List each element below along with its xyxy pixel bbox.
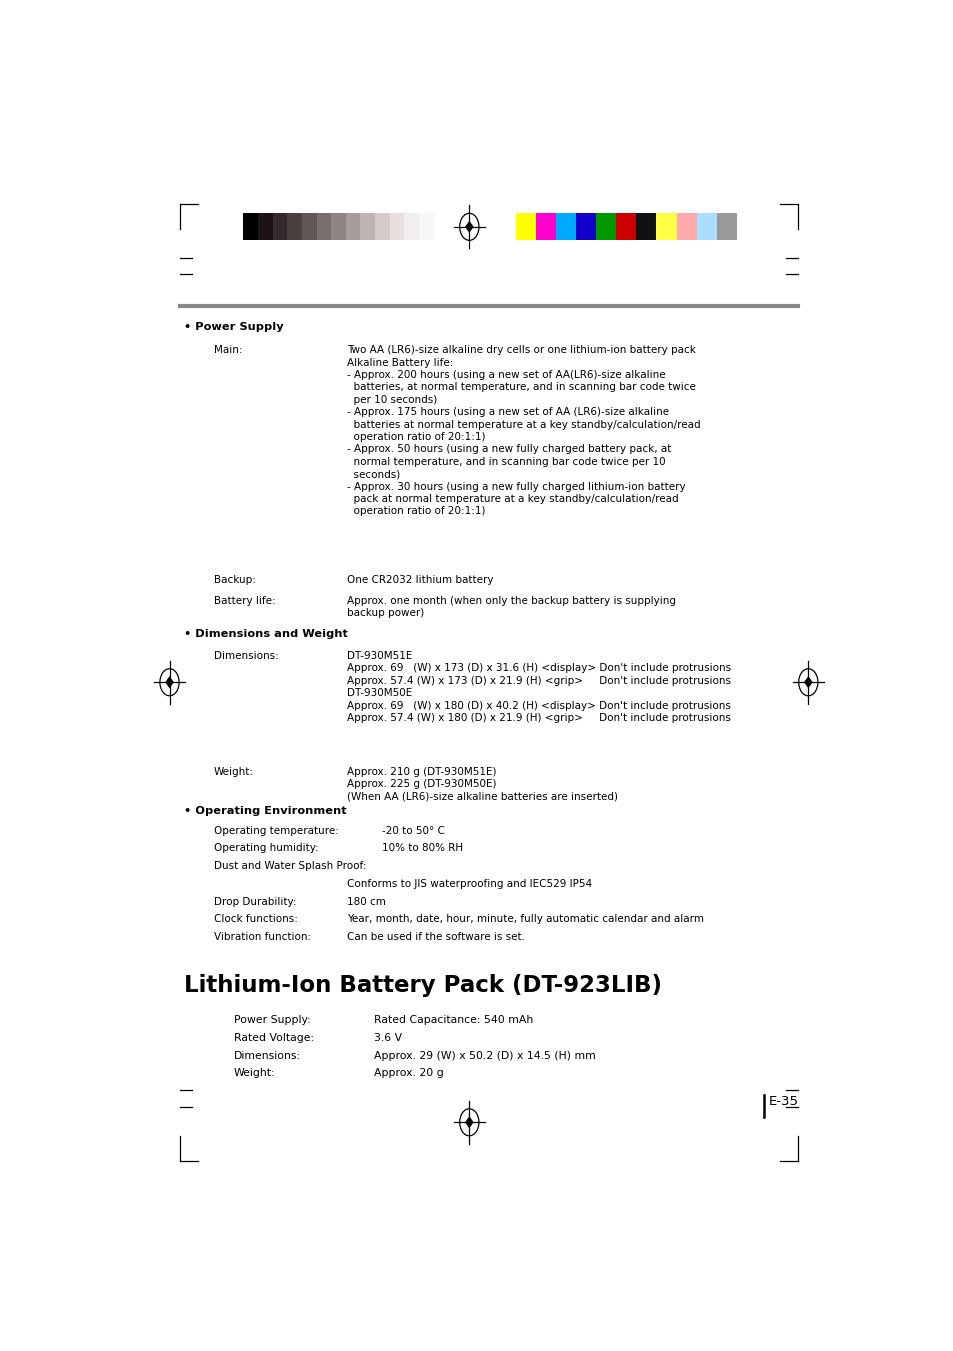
- Text: Power Supply:: Power Supply:: [233, 1015, 311, 1025]
- Bar: [616, 213, 636, 239]
- Bar: [287, 213, 302, 239]
- Polygon shape: [803, 676, 812, 689]
- Text: Approx. 29 (W) x 50.2 (D) x 14.5 (H) mm: Approx. 29 (W) x 50.2 (D) x 14.5 (H) mm: [374, 1051, 596, 1061]
- Bar: [596, 213, 616, 239]
- Bar: [404, 213, 418, 239]
- Bar: [516, 213, 536, 239]
- Text: Operating humidity:: Operating humidity:: [213, 843, 318, 854]
- Text: Approx. 20 g: Approx. 20 g: [374, 1069, 443, 1078]
- Bar: [243, 213, 258, 239]
- Bar: [434, 213, 448, 239]
- Bar: [302, 213, 316, 239]
- Text: E-35: E-35: [767, 1096, 798, 1108]
- Bar: [346, 213, 360, 239]
- Bar: [576, 213, 596, 239]
- Text: 3.6 V: 3.6 V: [374, 1032, 402, 1043]
- Bar: [536, 213, 556, 239]
- Bar: [360, 213, 375, 239]
- Bar: [636, 213, 656, 239]
- Text: Lithium-Ion Battery Pack (DT-923LIB): Lithium-Ion Battery Pack (DT-923LIB): [184, 974, 661, 997]
- Text: • Power Supply: • Power Supply: [184, 323, 284, 332]
- Polygon shape: [464, 1116, 473, 1128]
- Text: Can be used if the software is set.: Can be used if the software is set.: [347, 932, 524, 942]
- Bar: [696, 213, 716, 239]
- Bar: [375, 213, 390, 239]
- Text: 180 cm: 180 cm: [347, 897, 385, 907]
- Text: • Dimensions and Weight: • Dimensions and Weight: [184, 630, 348, 639]
- Text: Approx. one month (when only the backup battery is supplying
backup power): Approx. one month (when only the backup …: [347, 596, 676, 619]
- Text: Main:: Main:: [213, 346, 242, 355]
- Text: Weight:: Weight:: [213, 766, 253, 777]
- Bar: [418, 213, 434, 239]
- Text: Year, month, date, hour, minute, fully automatic calendar and alarm: Year, month, date, hour, minute, fully a…: [347, 915, 703, 924]
- Bar: [656, 213, 676, 239]
- Text: -20 to 50° C: -20 to 50° C: [381, 825, 444, 836]
- Bar: [676, 213, 696, 239]
- Text: 10% to 80% RH: 10% to 80% RH: [381, 843, 462, 854]
- Text: • Operating Environment: • Operating Environment: [184, 807, 347, 816]
- Text: Two AA (LR6)-size alkaline dry cells or one lithium-ion battery pack
Alkaline Ba: Two AA (LR6)-size alkaline dry cells or …: [347, 346, 700, 516]
- Text: Dimensions:: Dimensions:: [213, 651, 278, 661]
- Bar: [316, 213, 331, 239]
- Text: Conforms to JIS waterproofing and IEC529 IP54: Conforms to JIS waterproofing and IEC529…: [347, 880, 592, 889]
- Text: Dust and Water Splash Proof:: Dust and Water Splash Proof:: [213, 861, 366, 871]
- Text: Backup:: Backup:: [213, 576, 255, 585]
- Text: Drop Durability:: Drop Durability:: [213, 897, 296, 907]
- Text: Dimensions:: Dimensions:: [233, 1051, 300, 1061]
- Bar: [273, 213, 287, 239]
- Polygon shape: [165, 676, 173, 689]
- Text: Clock functions:: Clock functions:: [213, 915, 297, 924]
- Text: One CR2032 lithium battery: One CR2032 lithium battery: [347, 576, 493, 585]
- Bar: [556, 213, 576, 239]
- Bar: [390, 213, 404, 239]
- Text: Operating temperature:: Operating temperature:: [213, 825, 338, 836]
- Text: DT-930M51E
Approx. 69   (W) x 173 (D) x 31.6 (H) <display> Don't include protrus: DT-930M51E Approx. 69 (W) x 173 (D) x 31…: [347, 651, 730, 723]
- Text: Vibration function:: Vibration function:: [213, 932, 311, 942]
- Text: Rated Capacitance: 540 mAh: Rated Capacitance: 540 mAh: [374, 1015, 533, 1025]
- Text: Weight:: Weight:: [233, 1069, 275, 1078]
- Text: Approx. 210 g (DT-930M51E)
Approx. 225 g (DT-930M50E)
(When AA (LR6)-size alkali: Approx. 210 g (DT-930M51E) Approx. 225 g…: [347, 766, 618, 801]
- Bar: [331, 213, 346, 239]
- Text: Rated Voltage:: Rated Voltage:: [233, 1032, 314, 1043]
- Polygon shape: [464, 220, 473, 232]
- Text: Battery life:: Battery life:: [213, 596, 275, 605]
- Bar: [716, 213, 736, 239]
- Bar: [258, 213, 273, 239]
